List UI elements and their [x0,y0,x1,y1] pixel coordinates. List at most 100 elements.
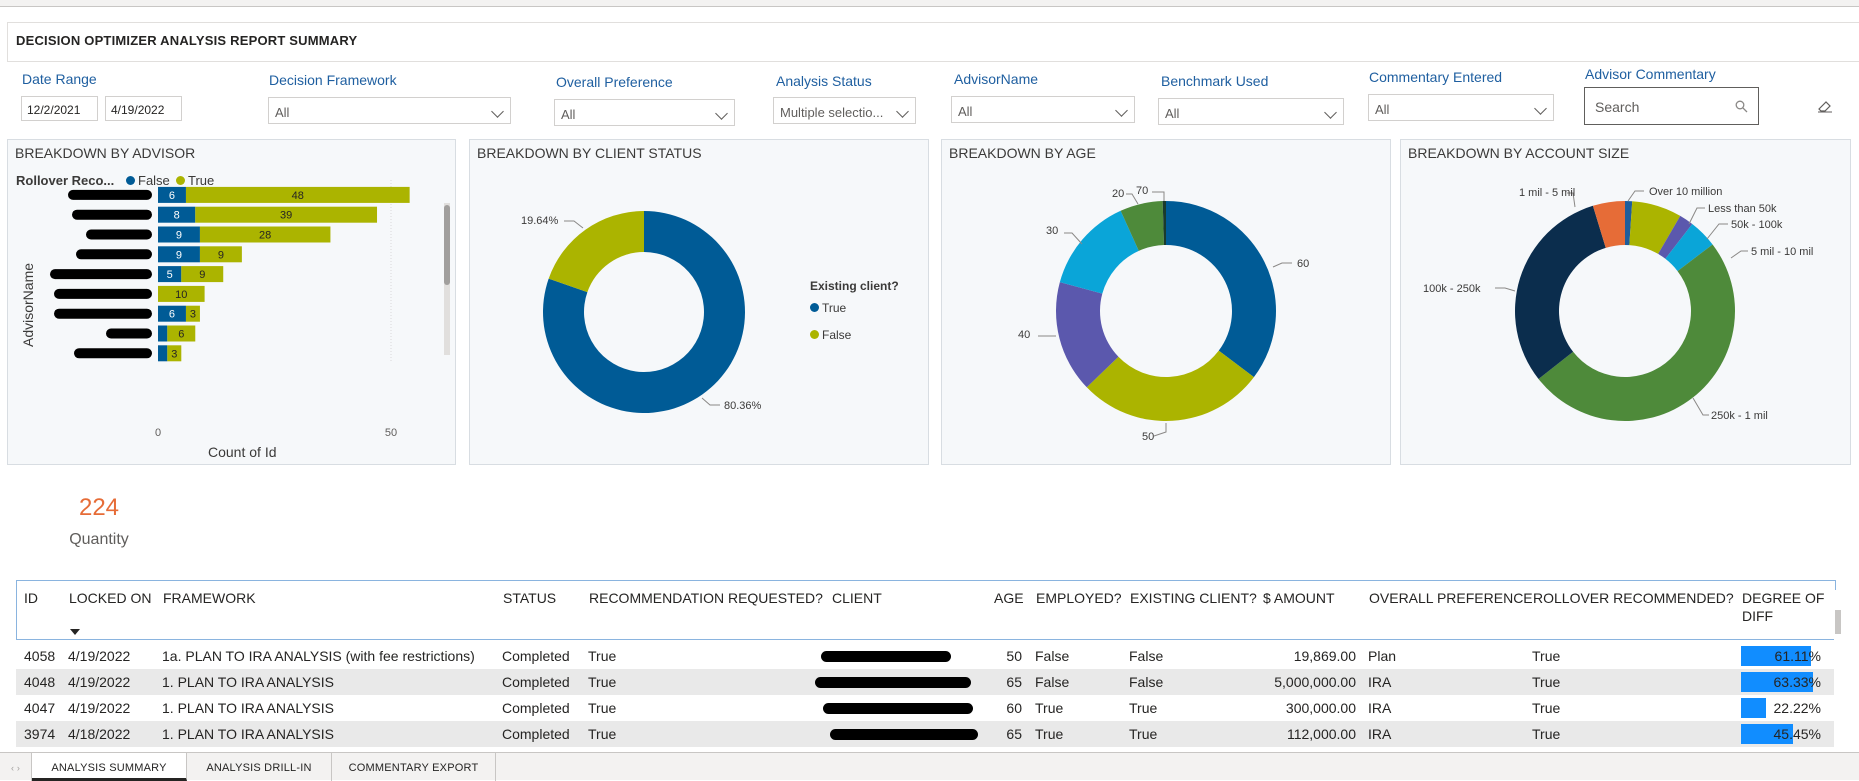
bar-false[interactable] [158,305,186,322]
bar-true[interactable] [167,325,196,342]
slice-data-label: Over 10 million [1649,186,1722,198]
sort-desc-icon[interactable] [70,629,80,635]
col-degree-of-diff[interactable]: DEGREE OF DIFF [1742,590,1825,624]
bar-data-label: 28 [259,230,271,242]
analysis-status-dropdown[interactable]: Multiple selectio... [773,97,916,124]
bar-false[interactable] [158,325,168,342]
slice-data-label: 80.36% [724,400,762,412]
bar-true[interactable] [195,206,378,223]
table-row[interactable]: 4048 4/19/2022 1. PLAN TO IRA ANALYSIS Comp… [16,669,1836,695]
bar-true[interactable] [167,345,182,362]
legend-false[interactable]: False [126,173,170,188]
tab-analysis-drill-in[interactable]: ANALYSIS DRILL-IN [187,753,332,781]
slice-true[interactable] [543,211,745,413]
bar-true[interactable] [158,285,205,302]
col-id[interactable]: ID [24,590,38,606]
bar-false[interactable] [158,345,168,362]
tab-commentary-export[interactable]: COMMENTARY EXPORT [332,753,496,781]
diff-databar: 45.45% [1741,724,1821,744]
legend-true[interactable]: True [176,173,214,188]
tab-analysis-summary[interactable]: ANALYSIS SUMMARY [32,753,187,781]
col-overall-preference[interactable]: OVERALL PREFERENCE [1369,590,1533,606]
col-client[interactable]: CLIENT [832,590,882,606]
legend-existing-false[interactable]: False [810,328,851,342]
bar-true[interactable] [185,305,200,322]
age-panel-title: BREAKDOWN BY AGE [949,145,1096,161]
advisor-name-dropdown[interactable]: All [951,96,1135,123]
cell-age: 50 [1006,648,1022,664]
advisor-commentary-search[interactable]: Search [1584,87,1759,125]
bar-data-label: 48 [292,190,304,202]
advisor-name-redacted [74,348,152,359]
slice-less-than-50k[interactable] [1629,201,1681,254]
bar-data-label: 9 [218,249,224,261]
slice-20[interactable] [1120,201,1164,251]
slice-data-label: 50k - 100k [1731,219,1783,231]
leader-line [1153,423,1167,437]
advisor-name-redacted [50,269,152,280]
bar-false[interactable] [158,226,200,243]
cell-framework: 1. PLAN TO IRA ANALYSIS [162,726,334,742]
benchmark-used-dropdown[interactable]: All [1158,98,1344,125]
cell-preference: Plan [1368,648,1397,664]
col-amount[interactable]: $ AMOUNT [1263,590,1335,606]
bar-true[interactable] [199,226,331,243]
col-status[interactable]: STATUS [503,590,557,606]
slice-1-mil-5-mil[interactable] [1592,201,1625,248]
table-row[interactable]: 3974 4/18/2022 1. PLAN TO IRA ANALYSIS Comp… [16,721,1836,747]
slice-over-10-million[interactable] [1625,201,1633,246]
leader-line [1730,250,1748,259]
bar-false[interactable] [158,206,196,223]
table-row[interactable]: 4047 4/19/2022 1. PLAN TO IRA ANALYSIS Comp… [16,695,1836,721]
search-placeholder: Search [1595,99,1640,115]
bar-true[interactable] [181,266,224,283]
cell-status: Completed [502,648,570,664]
slice-70[interactable] [1162,201,1166,246]
cell-rollover: True [1532,648,1561,664]
slice-250k-1-mil[interactable] [1538,244,1736,422]
slice-false[interactable] [548,211,644,293]
table-row[interactable]: 4058 4/19/2022 1a. PLAN TO IRA ANALYSIS (w… [16,643,1836,669]
tab-nav-arrows[interactable]: ‹ › [0,753,32,781]
bar-true[interactable] [185,186,410,203]
tab-nav-arrows-icon[interactable]: ‹ › [10,763,21,773]
slice-data-label: Less than 50k [1708,203,1777,215]
legend-true-label: True [188,173,215,188]
bar-false[interactable] [158,186,186,203]
table-scrollbar-thumb[interactable] [1835,610,1841,634]
bar-false[interactable] [158,266,182,283]
col-employed[interactable]: EMPLOYED? [1036,590,1122,606]
advisor-scrollbar[interactable] [444,203,450,355]
overall-preference-dropdown[interactable]: All [554,99,735,126]
advisor-scrollbar-thumb[interactable] [444,205,450,285]
decision-framework-label: Decision Framework [269,72,397,88]
slice-50[interactable] [1086,350,1254,421]
col-locked-on[interactable]: LOCKED ON [69,590,152,606]
account-size-panel: BREAKDOWN BY ACCOUNT SIZE Over 10 millio… [1400,139,1851,465]
col-recommendation[interactable]: RECOMMENDATION REQUESTED? [589,590,823,606]
table-scrollbar[interactable] [1834,590,1842,750]
slice-40[interactable] [1056,282,1119,388]
col-rollover[interactable]: ROLLOVER RECOMMENDED? [1533,590,1734,606]
cell-recommendation: True [588,726,617,742]
eraser-icon[interactable] [1817,99,1833,113]
col-existing-client[interactable]: EXISTING CLIENT? [1130,590,1257,606]
slice-100k-250k[interactable] [1515,205,1606,379]
slice-50k-100k[interactable] [1658,215,1693,259]
advisor-x-axis-label: Count of Id [208,444,277,460]
slice-5-mil-10-mil[interactable] [1665,223,1713,272]
leader-line [1688,207,1705,225]
col-age[interactable]: AGE [994,590,1024,606]
cell-employed: False [1035,648,1070,664]
commentary-entered-dropdown[interactable]: All [1368,94,1554,121]
date-end-input[interactable]: 4/19/2022 [105,96,182,121]
bar-true[interactable] [199,246,242,263]
decision-framework-dropdown[interactable]: All [268,97,511,124]
slice-60[interactable] [1166,201,1276,378]
slice-30[interactable] [1059,210,1139,294]
col-framework[interactable]: FRAMEWORK [163,590,256,606]
legend-existing-true[interactable]: True [810,301,846,315]
bar-false[interactable] [158,246,200,263]
date-start-input[interactable]: 12/2/2021 [21,96,98,121]
account-size-panel-title: BREAKDOWN BY ACCOUNT SIZE [1408,145,1630,161]
